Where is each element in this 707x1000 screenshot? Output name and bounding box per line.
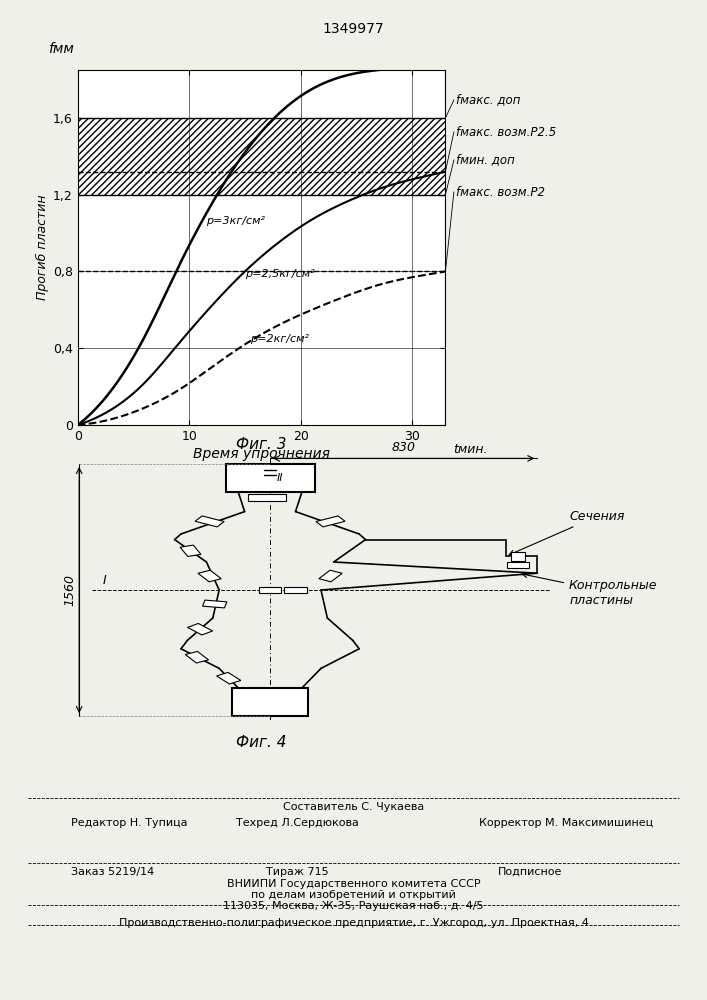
Text: 113035, Москва, Ж-35, Раушская наб., д. 4/5: 113035, Москва, Ж-35, Раушская наб., д. … (223, 901, 484, 911)
Bar (316, 516, 345, 527)
Text: р=2,5кг/см²: р=2,5кг/см² (245, 269, 315, 279)
Text: Подписное: Подписное (498, 867, 563, 877)
X-axis label: Время упрочнения: Время упрочнения (193, 447, 330, 461)
Text: fмакс. возм.Р2.5: fмакс. возм.Р2.5 (456, 125, 556, 138)
Text: Контрольные
пластины: Контрольные пластины (522, 573, 658, 607)
Bar (511, 551, 525, 561)
Text: I: I (103, 574, 107, 587)
Y-axis label: Прогиб пластин: Прогиб пластин (35, 195, 49, 300)
Bar (202, 600, 227, 608)
Text: Тираж 715: Тираж 715 (266, 867, 328, 877)
Text: 830: 830 (392, 441, 416, 454)
Text: Техред Л.Сердюкова: Техред Л.Сердюкова (235, 818, 358, 828)
Text: Фиг. 3: Фиг. 3 (236, 437, 287, 452)
Text: Заказ 5219/14: Заказ 5219/14 (71, 867, 154, 877)
Text: 1560: 1560 (63, 574, 76, 606)
Bar (319, 570, 342, 582)
Text: 1349977: 1349977 (322, 22, 385, 36)
Bar (248, 494, 286, 501)
Text: fмин. доп: fмин. доп (456, 153, 515, 166)
Text: Составитель С. Чукаева: Составитель С. Чукаева (283, 802, 424, 812)
Text: tмин.: tмин. (452, 443, 487, 456)
Text: по делам изобретений и открытий: по делам изобретений и открытий (251, 890, 456, 900)
Bar (507, 562, 530, 568)
Text: Корректор М. Максимишинец: Корректор М. Максимишинец (479, 818, 653, 828)
Text: Редактор Н. Тупица: Редактор Н. Тупица (71, 818, 187, 828)
Text: Фиг. 4: Фиг. 4 (236, 735, 287, 750)
Bar (185, 651, 209, 663)
Bar (198, 570, 221, 582)
Bar (284, 587, 307, 593)
Text: Сечения: Сечения (509, 510, 624, 555)
Text: II: II (276, 473, 283, 483)
Bar (187, 623, 213, 635)
Text: ВНИИПИ Государственного комитета СССР: ВНИИПИ Государственного комитета СССР (227, 879, 480, 889)
Text: р=2кг/см²: р=2кг/см² (250, 334, 310, 344)
Bar (232, 688, 308, 716)
Text: fмакс. возм.Р2: fмакс. возм.Р2 (456, 186, 545, 198)
Bar (226, 464, 315, 492)
Text: р=3кг/см²: р=3кг/см² (206, 216, 265, 226)
Bar (195, 516, 224, 527)
Text: fмм: fмм (48, 42, 74, 56)
Text: fмакс. доп: fмакс. доп (456, 94, 520, 106)
Bar (216, 672, 241, 684)
Bar (259, 587, 281, 593)
Bar (180, 545, 201, 556)
Text: Производственно-полиграфическое предприятие, г. Ужгород, ул. Проектная, 4: Производственно-полиграфическое предприя… (119, 918, 588, 928)
